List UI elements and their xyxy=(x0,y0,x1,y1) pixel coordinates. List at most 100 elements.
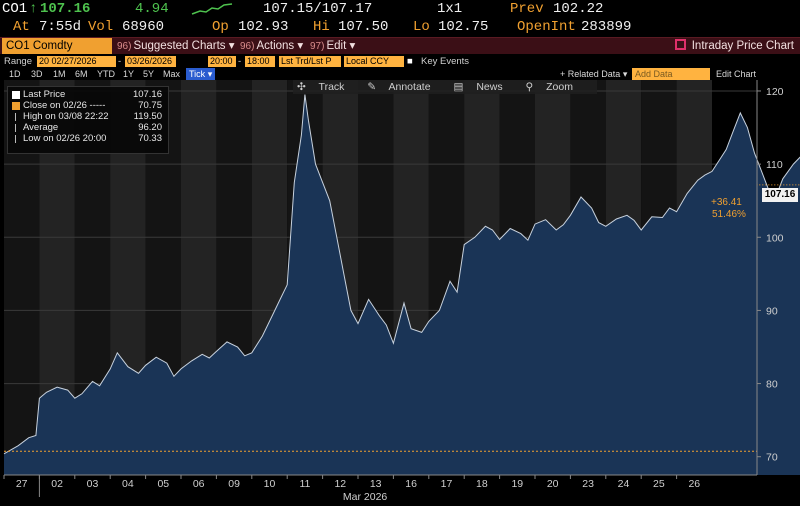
ticker-symbol: CO1 xyxy=(2,1,28,17)
legend-label: Low on 02/26 20:00 xyxy=(23,133,107,144)
actions-menu[interactable]: 96) Actions ▾ xyxy=(240,38,303,54)
time-separator: - xyxy=(238,56,242,67)
period-1d[interactable]: 1D xyxy=(9,69,21,79)
open-interest-label: OpenInt xyxy=(517,19,576,35)
track-label: Track xyxy=(318,81,345,93)
security-field[interactable]: CO1 Comdty xyxy=(2,38,112,54)
period-1m[interactable]: 1M xyxy=(53,69,66,79)
x-tick-label: 26 xyxy=(688,478,700,490)
low-label: Lo xyxy=(413,19,430,35)
last-price: 107.16 xyxy=(40,1,91,17)
related-data-button[interactable]: + Related Data ▾ xyxy=(560,68,627,80)
chevron-down-icon: ▾ xyxy=(228,40,235,52)
legend-value: 70.33 xyxy=(138,133,162,144)
legend-label: High on 03/08 22:22 xyxy=(23,111,109,122)
x-tick-label: 23 xyxy=(582,478,594,490)
x-tick-label: 17 xyxy=(441,478,453,490)
suggested-charts-label: Suggested Charts xyxy=(133,40,226,52)
annotation-toolbar: ✣ Track ✎ Annotate ▤ News ⚲ Zoom xyxy=(293,80,597,94)
end-time-field[interactable]: 18:00 xyxy=(245,56,275,67)
edit-menu[interactable]: 97) Edit ▾ xyxy=(310,38,355,54)
time-label: At xyxy=(13,19,30,35)
x-tick-label: 02 xyxy=(51,478,63,490)
legend-swatch xyxy=(12,102,20,110)
chart-title: Intraday Price Chart xyxy=(674,38,794,54)
x-tick-label: 13 xyxy=(370,478,382,490)
news-label: News xyxy=(476,81,503,93)
range-to-field[interactable]: 03/26/2026 xyxy=(125,56,176,67)
currency-select[interactable]: Local CCY xyxy=(344,56,404,67)
period-6m[interactable]: 6M xyxy=(75,69,88,79)
high-label: Hi xyxy=(313,19,330,35)
x-tick-label: 20 xyxy=(547,478,559,490)
x-tick-label: 18 xyxy=(476,478,488,490)
x-tick-label: 27 xyxy=(16,478,28,490)
period-5y[interactable]: 5Y xyxy=(143,69,155,79)
period-tick-label: Tick xyxy=(189,69,206,79)
y-tick-label: 120 xyxy=(766,86,784,98)
legend-average: Average 96.20 xyxy=(11,122,165,133)
x-tick-label: 16 xyxy=(405,478,417,490)
actions-label: Actions xyxy=(256,40,295,52)
sparkline-icon xyxy=(191,3,233,15)
period-3d[interactable]: 3D xyxy=(31,69,43,79)
x-tick-label: 25 xyxy=(653,478,665,490)
zoom-label: Zoom xyxy=(546,81,573,93)
pencil-icon: ✎ xyxy=(367,81,377,93)
zoom-button[interactable]: ⚲ Zoom xyxy=(526,81,583,93)
related-data-label: + Related Data xyxy=(560,69,621,79)
open-label: Op xyxy=(212,19,229,35)
range-from-field[interactable]: 20 02/27/2026 xyxy=(37,56,116,67)
period-row: 1D 3D 1M 6M YTD 1Y 5Y Max Tick ▾ + Relat… xyxy=(0,68,800,80)
chart-title-text: Intraday Price Chart xyxy=(691,40,794,52)
legend-label: Close on 02/26 ----- xyxy=(23,100,106,111)
low-value: 102.75 xyxy=(438,19,489,35)
add-data-input[interactable]: Add Data xyxy=(632,68,710,80)
period-max[interactable]: Max xyxy=(163,69,181,79)
range-separator: - xyxy=(118,56,122,67)
time-value: 7:55d xyxy=(39,19,82,35)
up-arrow-icon: ↑ xyxy=(29,1,38,17)
volume-label: Vol xyxy=(88,19,114,35)
x-tick-label: 06 xyxy=(193,478,205,490)
crosshair-icon: ✣ xyxy=(297,81,306,93)
price-line xyxy=(3,94,800,455)
period-tick-selected[interactable]: Tick ▾ xyxy=(186,68,216,80)
key-events-label: Key Events xyxy=(421,56,470,67)
track-button[interactable]: ✣ Track xyxy=(297,81,354,93)
annotate-button[interactable]: ✎ Annotate xyxy=(367,81,440,93)
legend-swatch xyxy=(12,91,20,99)
y-tick-label: 80 xyxy=(766,379,778,391)
actions-number: 96) xyxy=(240,41,255,52)
news-button[interactable]: ▤ News xyxy=(453,81,512,93)
legend-close: Close on 02/26 ----- 70.75 xyxy=(11,100,165,111)
legend-low: Low on 02/26 20:00 70.33 xyxy=(11,133,165,144)
y-axis: 70 80 90 100 110 120 xyxy=(756,80,784,475)
x-tick-label: 11 xyxy=(299,478,310,490)
edit-chart-button[interactable]: Edit Chart xyxy=(716,68,756,80)
suggested-charts-number: 96) xyxy=(117,41,132,52)
legend-label: Average xyxy=(23,122,59,133)
x-tick-label: 24 xyxy=(618,478,630,490)
net-change: 4.94 xyxy=(135,1,169,17)
x-tick-label: 03 xyxy=(87,478,99,490)
x-month-label: Mar 2026 xyxy=(343,491,388,503)
legend-label: Last Price xyxy=(23,89,66,100)
last-price-tag: 107.16 xyxy=(762,188,798,202)
key-events-checkbox[interactable]: ■ xyxy=(407,56,413,67)
quote-row-2: At 7:55d Vol 68960 Op 102.93 Hi 107.50 L… xyxy=(0,18,800,37)
period-1y[interactable]: 1Y xyxy=(123,69,135,79)
legend-swatch xyxy=(15,113,16,121)
legend-swatch xyxy=(15,124,16,132)
legend-value: 96.20 xyxy=(138,122,162,133)
suggested-charts-menu[interactable]: 96) Suggested Charts ▾ xyxy=(117,38,235,54)
period-ytd[interactable]: YTD xyxy=(97,69,115,79)
price-mode-select[interactable]: Lst Trd/Lst P xyxy=(279,56,341,67)
open-value: 102.93 xyxy=(238,19,289,35)
edit-number: 97) xyxy=(310,41,325,52)
x-tick-label: 05 xyxy=(157,478,169,490)
chart-legend: Last Price 107.16 Close on 02/26 ----- 7… xyxy=(7,86,169,154)
quote-row-1: CO1 ↑ 107.16 4.94 107.15/107.17 1x1 Prev… xyxy=(0,0,800,19)
change-percent: 51.46% xyxy=(712,209,746,220)
start-time-field[interactable]: 20:00 xyxy=(208,56,236,67)
